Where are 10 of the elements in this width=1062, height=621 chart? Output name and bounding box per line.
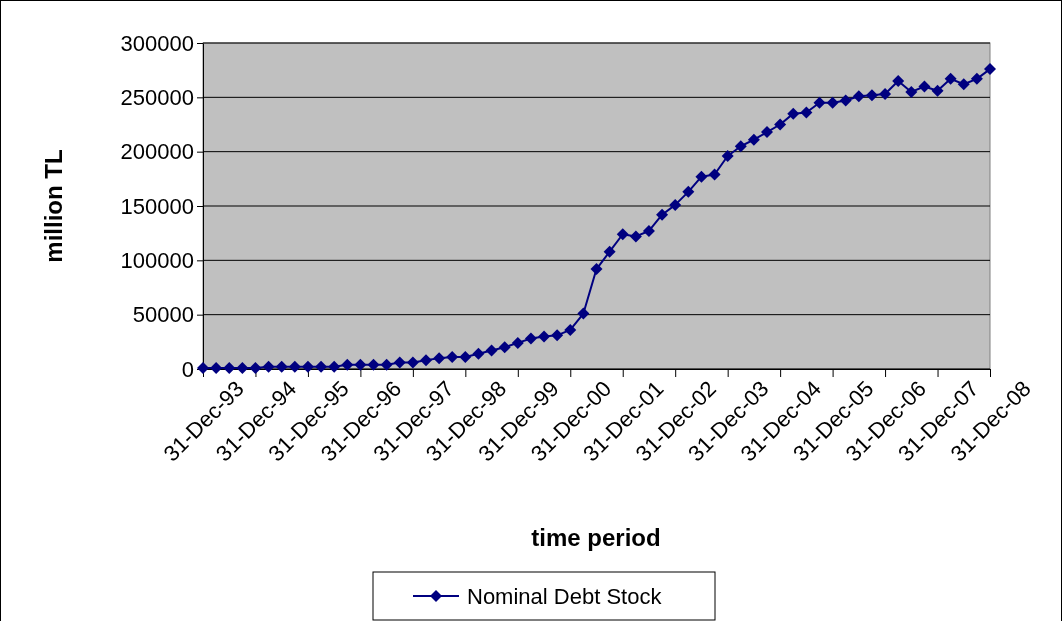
x-axis-title: time period bbox=[531, 524, 661, 551]
y-axis-title: million TL bbox=[40, 149, 67, 263]
y-tick-label: 200000 bbox=[120, 139, 194, 165]
y-tick-label: 0 bbox=[181, 356, 194, 382]
y-tick-label: 150000 bbox=[120, 193, 194, 219]
legend-label: Nominal Debt Stock bbox=[467, 583, 663, 609]
y-tick-label: 50000 bbox=[132, 302, 194, 328]
y-tick-label: 100000 bbox=[120, 247, 194, 273]
y-tick-label: 250000 bbox=[120, 84, 194, 110]
y-tick-label: 300000 bbox=[120, 30, 194, 56]
